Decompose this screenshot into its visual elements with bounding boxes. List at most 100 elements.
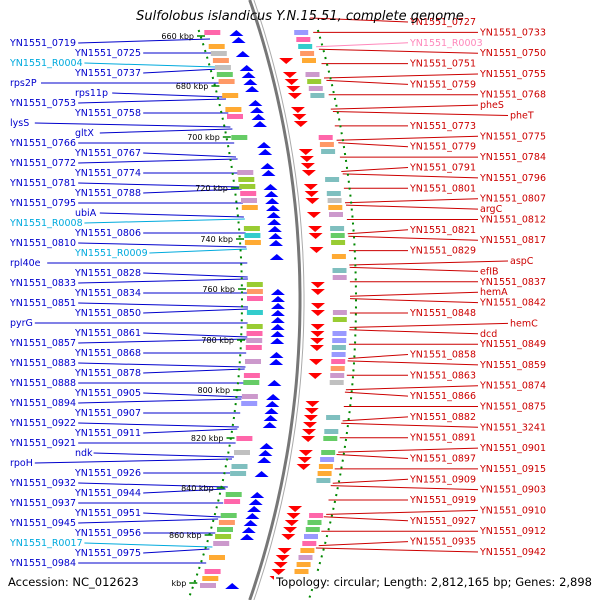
gene-label-left: YN1551_R0017 — [9, 538, 83, 549]
feature-block — [210, 51, 227, 56]
label-connector — [99, 128, 233, 134]
label-connector — [78, 482, 228, 488]
forward-gene-arrow — [264, 408, 279, 414]
feature-block — [243, 373, 260, 378]
reverse-gene-arrow — [299, 156, 314, 162]
label-connector — [345, 204, 479, 210]
forward-gene-arrow — [239, 65, 254, 71]
reverse-gene-arrow — [303, 415, 318, 421]
gene-label-left: rpoH — [10, 458, 33, 469]
reverse-gene-arrow — [298, 450, 313, 456]
reverse-gene-arrow — [302, 429, 317, 435]
kbp-tick-label: 740 kbp — [200, 235, 233, 244]
gene-label-left: YN1551_0907 — [74, 408, 141, 419]
gene-label-right: YN1551_0733 — [479, 27, 546, 38]
label-connector — [78, 398, 242, 404]
reverse-gene-arrow — [286, 513, 301, 519]
feature-block — [331, 254, 346, 259]
outer-guide-dots — [307, 29, 357, 601]
label-connector — [349, 329, 479, 335]
gene-label-left: YN1551_0828 — [74, 268, 141, 279]
gene-label-right: YN1551_0812 — [479, 215, 546, 226]
feature-block — [209, 555, 225, 560]
gene-label-left: YN1551_0922 — [9, 418, 76, 429]
feature-block — [208, 44, 225, 49]
feature-block — [307, 79, 322, 84]
gene-label-left: YN1551_0894 — [9, 398, 76, 409]
kbp-tick-label: 780 kbp — [201, 336, 234, 345]
feature-block — [332, 275, 347, 280]
feature-block — [325, 177, 340, 182]
reverse-gene-arrow — [279, 58, 294, 64]
gene-label-left: YN1551_0772 — [9, 158, 76, 169]
label-connector — [344, 198, 479, 204]
label-connector — [143, 152, 237, 158]
gene-label-right: YN1551_0874 — [479, 381, 546, 392]
feature-block — [218, 79, 235, 84]
gene-label-left: YN1551_0766 — [9, 138, 76, 149]
gene-label-left: rpl40e — [10, 258, 41, 269]
label-connector — [93, 452, 234, 458]
reverse-gene-arrow — [305, 198, 320, 204]
gene-label-right: YN1551_0751 — [409, 59, 476, 70]
feature-block — [204, 569, 221, 574]
reverse-gene-arrow — [310, 289, 325, 295]
gene-label-left: YN1551_0868 — [74, 348, 141, 359]
feature-block — [304, 534, 318, 539]
kbp-tick-label: 700 kbp — [187, 133, 220, 142]
kbp-tick-label: 840 kbp — [181, 484, 214, 493]
feature-block — [218, 520, 235, 525]
forward-gene-arrow — [263, 415, 278, 421]
label-connector — [330, 485, 479, 491]
gene-label-left: lysS — [10, 118, 29, 129]
forward-gene-arrow — [235, 51, 250, 57]
reverse-gene-arrow — [297, 457, 312, 463]
label-connector — [347, 229, 409, 235]
reverse-gene-arrow — [310, 331, 325, 337]
feature-block — [296, 562, 311, 567]
gene-label-left: YN1551_0810 — [9, 238, 76, 249]
label-connector — [143, 548, 210, 554]
label-connector — [341, 167, 409, 172]
reverse-gene-arrow — [301, 436, 316, 442]
forward-gene-arrow — [263, 184, 278, 190]
reverse-gene-arrow — [293, 121, 308, 127]
gene-label-left: YN1551_0888 — [9, 378, 76, 389]
label-connector — [143, 332, 248, 338]
reverse-gene-arrow — [284, 79, 299, 85]
feature-block — [330, 233, 345, 238]
kbp-tick-label: 720 kbp — [195, 184, 228, 193]
forward-gene-arrow — [269, 254, 284, 260]
feature-block — [310, 93, 325, 98]
gene-label-left: YN1551_0758 — [74, 108, 141, 119]
feature-block — [331, 359, 346, 364]
gene-label-right: YN1551_0849 — [479, 339, 546, 350]
gene-label-right: YN1551_0759 — [409, 79, 476, 90]
gene-label-right: efIB — [480, 266, 499, 277]
reverse-gene-arrow — [309, 247, 324, 253]
label-connector — [338, 447, 479, 453]
gene-label-left: pyrG — [10, 318, 33, 329]
feature-block — [332, 310, 347, 315]
label-connector — [318, 541, 409, 547]
reverse-gene-arrow — [308, 233, 323, 239]
gene-label-left: YN1551_0984 — [9, 558, 76, 569]
reverse-gene-arrow — [311, 303, 325, 309]
feature-block — [307, 520, 322, 525]
label-connector — [78, 278, 248, 284]
feature-block — [331, 240, 346, 245]
feature-block — [302, 58, 316, 63]
label-connector — [336, 135, 479, 141]
feature-block — [225, 492, 242, 497]
feature-block — [331, 352, 346, 357]
label-connector — [349, 298, 479, 304]
feature-block — [331, 345, 346, 350]
gene-label-left: YN1551_0883 — [9, 358, 76, 369]
reverse-gene-arrow — [286, 86, 301, 92]
gene-label-right: argC — [480, 204, 503, 215]
label-connector — [344, 391, 409, 397]
label-connector — [338, 142, 409, 148]
gene-label-right: YN1551_0784 — [479, 152, 546, 163]
gene-label-left: YN1551_0774 — [74, 168, 141, 179]
